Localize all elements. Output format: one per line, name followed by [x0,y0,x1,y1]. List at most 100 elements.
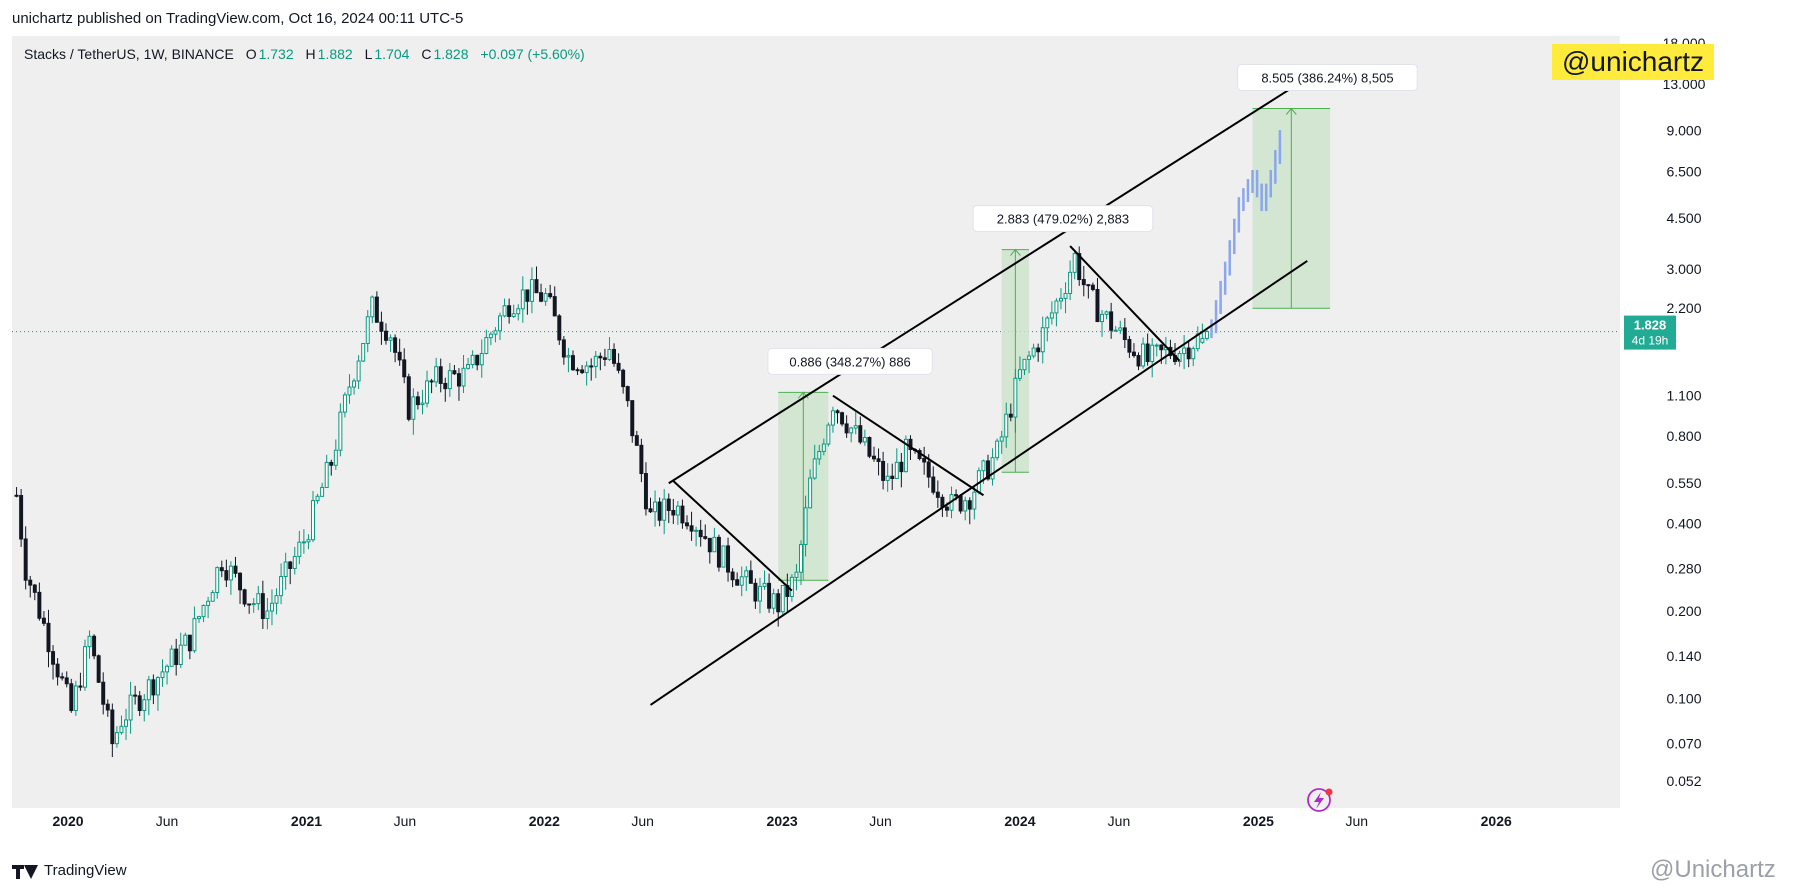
candle-body [748,570,753,584]
candle-body [51,651,56,665]
candle-body [347,386,352,396]
chart-area[interactable]: 18.00013.0009.0006.5004.5003.0002.2001.1… [12,36,1720,852]
candle-body [1131,351,1136,357]
candle-body [648,508,653,513]
measure-label[interactable]: 2.883 (479.02%) 2,883 [972,205,1154,233]
candle-body [753,582,758,602]
candle-body [379,321,384,332]
low-label: L [364,46,373,62]
price-badge [1624,315,1676,350]
candle-body [767,582,772,609]
candle-body [981,460,986,472]
candle-body [634,435,639,446]
candle-body [995,440,1000,459]
y-tick-label: 9.000 [1666,122,1701,138]
candle-body [1186,347,1191,360]
candle-body [55,663,60,678]
candle-body [744,570,749,578]
candle-body [1040,327,1045,353]
wedge-line[interactable] [832,394,984,497]
candle-body [19,495,24,540]
candle-body [256,593,261,605]
channel-lower-line[interactable] [649,260,1308,706]
candle-body [835,410,840,414]
candle-body [1027,355,1032,360]
candle-body [456,373,461,387]
candle-body [274,595,279,604]
lightning-icon[interactable] [1307,788,1333,812]
candle-body [165,665,170,673]
candle-body [96,655,101,683]
measure-label[interactable]: 8.505 (386.24%) 8,505 [1237,63,1418,91]
candle-body [1095,288,1100,323]
x-tick-label: Jun [869,813,892,829]
candle-body [415,396,420,406]
candle-body [666,498,671,511]
candle-body [1200,337,1205,343]
symbol-name: Stacks / TetherUS, 1W, BINANCE [24,46,234,62]
candle-body [238,572,243,591]
candle-body [101,681,106,705]
candle-body [315,495,320,502]
wedge-line[interactable] [1069,245,1181,362]
candle-body [87,635,92,648]
candle-body [174,648,179,665]
candle-body [616,362,621,371]
x-tick-label: 2025 [1243,813,1274,829]
wedge-line[interactable] [672,480,793,592]
candle-body [730,571,735,581]
candle-body [260,593,265,619]
candle-body [1182,347,1187,355]
candle-body [470,354,475,366]
candle-body [1072,253,1077,273]
candle-body [37,591,42,619]
candle-body [1045,317,1050,329]
candle-body [1141,343,1146,367]
candle-body [201,604,206,618]
candle-body [388,337,393,341]
candle-body [219,567,224,572]
candle-body [789,576,794,597]
candle-body [557,315,562,341]
candle-body [803,507,808,546]
candle-body [64,677,69,685]
candle-body [1122,327,1127,341]
channel-upper-line[interactable] [668,83,1299,485]
tradingview-brand[interactable]: TradingView [12,862,127,879]
candle-body [119,725,124,734]
candle-body [935,491,940,498]
candle-body [301,541,306,544]
candle-body [1068,271,1073,294]
candle-body [872,455,876,460]
candle-body [675,505,680,516]
candle-body [561,339,566,358]
y-tick-label: 0.140 [1666,648,1701,664]
candle-body [830,410,835,426]
candle-body [922,458,927,463]
candle-body [548,293,553,298]
x-tick-label: 2026 [1481,813,1512,829]
candle-body [625,386,630,402]
candle-body [739,576,744,586]
candle-body [397,351,402,361]
candle-body [406,376,411,420]
candle-body [438,366,443,384]
measure-label-box [972,205,1154,233]
candle-body [32,584,37,593]
candle-body [128,694,133,721]
candle-body [502,305,507,317]
candle-body [771,593,776,609]
candle-body [169,648,174,667]
candle-body [320,486,325,497]
price-chart[interactable]: 18.00013.0009.0006.5004.5003.0002.2001.1… [12,36,1720,852]
candle-body [1204,331,1209,339]
candle-body [894,461,899,479]
candle-body [735,579,740,586]
candle-body [1109,311,1114,331]
measure-label[interactable]: 0.886 (348.27%) 886 [767,347,933,375]
candle-body [780,585,785,613]
candle-body [543,293,548,302]
candle-body [1159,344,1164,351]
candle-body [178,644,183,665]
